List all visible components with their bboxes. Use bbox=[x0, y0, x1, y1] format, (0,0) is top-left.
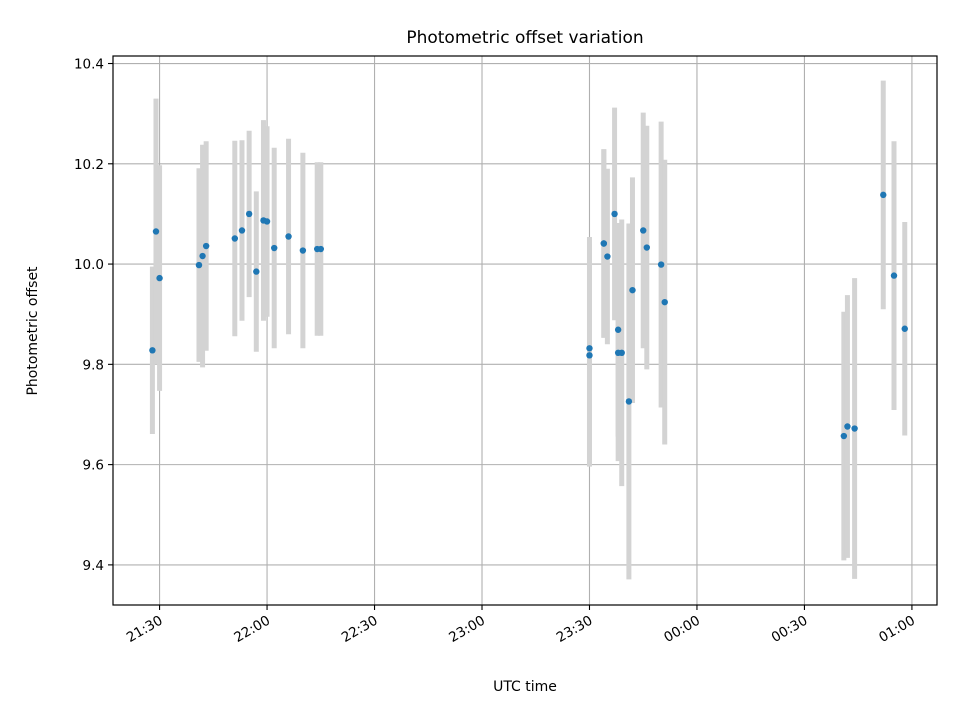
data-point bbox=[840, 432, 848, 440]
data-point bbox=[880, 191, 887, 199]
data-point bbox=[285, 233, 292, 240]
y-tick-label: 9.8 bbox=[83, 357, 104, 373]
data-point bbox=[195, 261, 203, 269]
data-point bbox=[661, 298, 668, 306]
data-point bbox=[618, 349, 625, 357]
y-tick-label: 10.2 bbox=[74, 157, 104, 173]
data-point bbox=[844, 423, 851, 430]
data-point bbox=[149, 347, 156, 354]
data-point bbox=[299, 247, 307, 254]
data-point bbox=[238, 227, 246, 234]
data-point bbox=[657, 261, 665, 268]
data-point bbox=[890, 272, 898, 279]
y-tick-label: 10.0 bbox=[74, 257, 104, 273]
y-axis-label: Photometric offset bbox=[25, 266, 41, 396]
data-point bbox=[643, 244, 651, 251]
data-point bbox=[231, 235, 239, 242]
data-point bbox=[152, 228, 160, 235]
x-axis-label: UTC time bbox=[493, 679, 557, 695]
y-tick-label: 9.4 bbox=[83, 558, 104, 574]
data-point bbox=[586, 345, 593, 352]
data-point bbox=[640, 227, 647, 234]
data-point bbox=[156, 274, 163, 282]
chart-title: Photometric offset variation bbox=[406, 28, 643, 48]
data-point bbox=[199, 252, 206, 260]
y-tick-label: 10.4 bbox=[74, 57, 104, 73]
data-point bbox=[317, 245, 324, 253]
data-point bbox=[253, 268, 260, 275]
data-point bbox=[600, 240, 608, 247]
data-point bbox=[629, 286, 636, 294]
data-point bbox=[625, 398, 633, 405]
data-point bbox=[245, 210, 253, 218]
y-axis: 9.4 9.6 9.8 10.0 10.2 10.4 bbox=[74, 57, 113, 574]
data-point bbox=[604, 253, 611, 260]
data-points bbox=[149, 191, 908, 440]
data-point bbox=[901, 325, 908, 332]
data-point bbox=[614, 326, 622, 333]
data-point bbox=[611, 210, 618, 218]
data-point bbox=[586, 352, 593, 359]
data-point bbox=[263, 218, 271, 225]
data-point bbox=[202, 242, 210, 250]
data-point bbox=[851, 425, 858, 432]
y-tick-label: 9.6 bbox=[83, 458, 104, 474]
plot-frame bbox=[112, 55, 938, 606]
data-point bbox=[271, 244, 278, 252]
